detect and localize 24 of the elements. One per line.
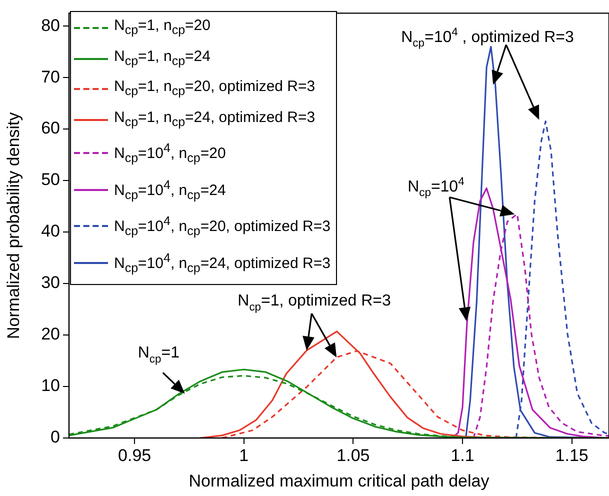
- x-axis-title: Normalized maximum critical path delay: [188, 471, 490, 490]
- y-tick-label: 60: [41, 118, 60, 138]
- y-tick-label: 40: [41, 222, 60, 241]
- y-tick-label: 0: [50, 428, 60, 447]
- y-tick-label: 80: [41, 16, 60, 35]
- y-tick-label: 10: [41, 376, 60, 396]
- legend-label: N$_{cp}$=1, n$_{cp}$=24: [114, 46, 210, 70]
- y-axis-title: Normalized probability density: [4, 112, 23, 339]
- y-tick-label: 20: [41, 324, 60, 344]
- legend-label: N$_{cp}$=10$^{4}$, n$_{cp}$=20, optimized R=3: [114, 213, 330, 240]
- legend-label: N$_{cp}$=1, n$_{cp}$=24, optimized R=3: [114, 108, 316, 131]
- y-tick-label: 30: [41, 273, 60, 292]
- x-tick-label: 1.05: [336, 446, 370, 465]
- x-tick-label: 1.1: [450, 446, 474, 465]
- legend-label: N$_{cp}$=10$^{4}$, n$_{cp}$=24: [114, 176, 226, 204]
- x-tick-label: 0.95: [118, 446, 152, 465]
- legend-label: N$_{cp}$=1, n$_{cp}$=20: [114, 16, 210, 39]
- legend-label: N$_{cp}$=10$^{4}$, n$_{cp}$=24, optimized R=3: [114, 250, 330, 277]
- x-tick-label: 1.15: [555, 446, 588, 465]
- legend-label: N$_{cp}$=1, n$_{cp}$=20, optimized R=3: [114, 77, 316, 100]
- y-tick-label: 50: [41, 170, 60, 190]
- y-tick-label: 70: [41, 67, 60, 86]
- x-tick-label: 1: [239, 446, 249, 465]
- legend-label: N$_{cp}$=10$^{4}$, n$_{cp}$=20: [114, 140, 226, 167]
